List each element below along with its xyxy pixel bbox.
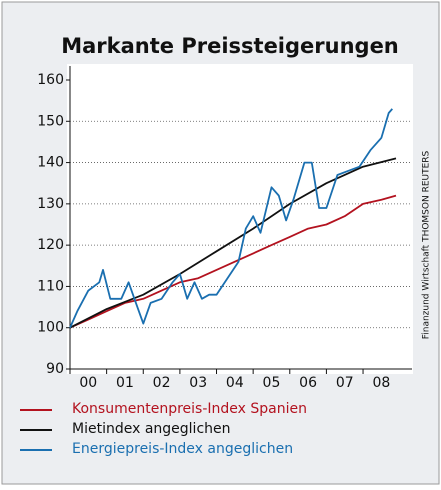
y-tick-label: 110	[37, 278, 64, 294]
x-tick-label: 00	[79, 375, 97, 391]
x-tick-label: 02	[153, 375, 171, 391]
series-line	[69, 194, 397, 329]
y-tick-label: 120	[37, 237, 64, 253]
series-line	[69, 157, 397, 329]
y-tick-label: 140	[37, 155, 64, 171]
chart-title: Markante Preissteigerungen	[61, 34, 399, 58]
x-tick-label: 04	[226, 375, 244, 391]
legend-label: Energiepreis-Index angeglichen	[72, 441, 293, 457]
x-tick-label: 07	[336, 375, 354, 391]
legend-label: Mietindex angeglichen	[72, 421, 231, 437]
x-tick-label: 05	[263, 375, 281, 391]
x-tick-label: 03	[189, 375, 207, 391]
y-tick-label: 100	[37, 320, 64, 336]
y-tick-label: 160	[37, 72, 64, 88]
y-tick-label: 130	[37, 196, 64, 212]
plot-area	[67, 64, 413, 374]
x-tick-label: 06	[299, 375, 317, 391]
y-tick-label: 150	[37, 113, 64, 129]
x-tick-label: 01	[116, 375, 134, 391]
source: Finanzund Wirtschaft THOMSON REUTERS	[422, 150, 432, 339]
y-tick-label: 90	[46, 361, 64, 377]
series-line	[69, 108, 393, 329]
x-tick-label: 08	[372, 375, 390, 391]
legend-label: Konsumentenpreis-Index Spanien	[72, 401, 307, 417]
